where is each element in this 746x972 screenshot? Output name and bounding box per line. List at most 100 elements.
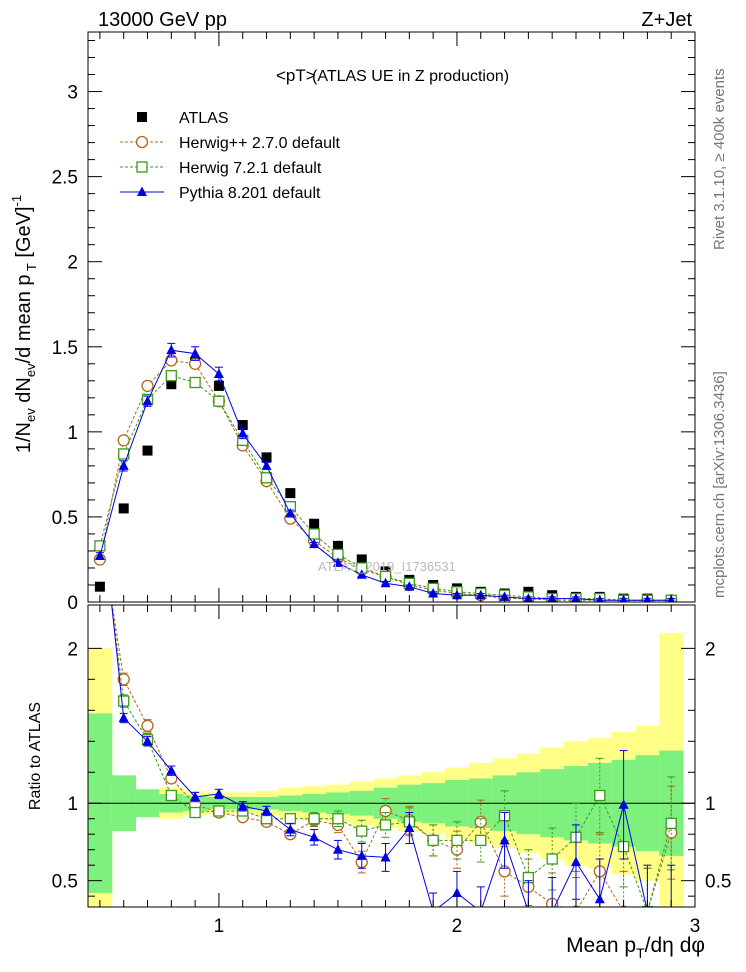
- main-panel: 0 0.5 1 1.5 2 2.5 3 <pT> (ATLAS UE in Z produc…: [9, 31, 696, 614]
- ratio-point: [665, 817, 677, 830]
- ratio-point: [546, 853, 558, 865]
- data-point: [166, 344, 177, 355]
- ratio-point: [379, 819, 392, 831]
- data-point: [94, 581, 105, 592]
- data-point: [237, 428, 248, 438]
- data-point: [118, 460, 129, 470]
- data-point: [141, 379, 154, 393]
- ratio-point: [432, 906, 434, 907]
- data-point: [380, 577, 391, 588]
- ratio-y-label: Ratio to ATLAS: [27, 702, 44, 810]
- ratio-point: [142, 735, 153, 746]
- ratio-point: [427, 834, 439, 847]
- legend-label: Herwig 7.2.1 default: [179, 160, 322, 177]
- ratio-point: [451, 887, 462, 898]
- legend-marker: [135, 135, 149, 149]
- data-point: [213, 395, 225, 407]
- ratio-point: [499, 834, 510, 845]
- data-point: [261, 452, 272, 463]
- data-point: [260, 472, 273, 484]
- ratio-point: [118, 695, 130, 707]
- legend-marker: [137, 112, 147, 122]
- svg-text:Mean pT/dη dφ: Mean pT/dη dφ: [566, 934, 705, 961]
- legend-item: Herwig 7.2.1 default: [120, 160, 322, 177]
- main-subtitle: (ATLAS UE in Z production): [312, 68, 509, 85]
- legend-label: Herwig++ 2.7.0 default: [179, 135, 341, 152]
- data-point: [189, 376, 201, 389]
- ratio-plot-marks: [88, 488, 695, 907]
- main-plot-axes: 0 0.5 1 1.5 2 2.5 3: [52, 32, 696, 614]
- data-point: [475, 589, 486, 600]
- data-point: [213, 380, 224, 391]
- data-point: [285, 488, 296, 499]
- ratio-point: [570, 856, 581, 867]
- ratio-point: [95, 488, 105, 498]
- ratio-point: [670, 906, 672, 907]
- ratio-point: [480, 906, 482, 907]
- ratio-point: [190, 791, 201, 802]
- y-tick-label: 2: [67, 253, 78, 274]
- data-point: [356, 554, 367, 565]
- ratio-point: [404, 822, 415, 833]
- ratio-point: [646, 906, 648, 907]
- data-point: [213, 368, 224, 378]
- ratio-point: [571, 905, 581, 907]
- y-tick-label: 1.5: [52, 338, 78, 359]
- x-tick-label: 1: [214, 916, 225, 937]
- data-point: [309, 518, 320, 529]
- ratio-point: [141, 719, 154, 732]
- ratio-point: [451, 834, 463, 847]
- ratio-point: [356, 850, 367, 860]
- ratio-point: [619, 905, 628, 907]
- data-point: [237, 420, 248, 431]
- ratio-point: [94, 519, 105, 530]
- ratio-point: [594, 893, 605, 904]
- ratio-point: [261, 805, 272, 815]
- ratio-point: [332, 813, 344, 825]
- data-point: [309, 538, 320, 549]
- ratio-y-tick-label: 1: [67, 794, 78, 815]
- y-tick-label: 0: [67, 593, 78, 614]
- ratio-point: [213, 805, 225, 817]
- ratio-point: [309, 831, 320, 842]
- x-axis-label: Mean pT/dη dφ: [566, 934, 705, 961]
- data-point: [118, 448, 130, 460]
- ratio-point: [95, 504, 105, 514]
- data-point: [332, 557, 343, 567]
- ratio-point: [213, 788, 224, 798]
- legend-marker: [137, 186, 147, 196]
- y-tick-label: 0.5: [52, 508, 78, 529]
- ratio-point: [475, 834, 487, 847]
- ratio-point: [643, 905, 652, 907]
- ratio-point: [551, 906, 553, 907]
- legend-marker: [136, 161, 148, 173]
- data-point: [142, 445, 153, 456]
- data-point: [308, 528, 320, 540]
- y-tick-label: 2.5: [52, 168, 78, 189]
- ratio-plot-frame: [87, 604, 696, 908]
- ratio-panel: 0.5 0.5 1 1 2 2 1 2 3 Ratio to ATLAS Mean pT/dη …: [27, 488, 731, 961]
- process-label: Z+Jet: [641, 9, 692, 31]
- legend-label: Pythia 8.201 default: [179, 185, 321, 202]
- ratio-y-tick-label: 2: [67, 639, 78, 660]
- source-label: mcplots.cern.ch [arXiv:1306.3436]: [711, 371, 728, 598]
- ratio-point: [474, 815, 487, 828]
- data-point: [94, 550, 105, 561]
- ratio-point: [165, 789, 177, 802]
- ratio-point: [285, 824, 296, 834]
- ratio-point: [618, 799, 629, 809]
- data-point: [285, 508, 296, 518]
- legend-item: Herwig++ 2.7.0 default: [120, 135, 341, 152]
- legend: ATLAS Herwig++ 2.7.0 default Herwig 7.2.1 …: [120, 110, 341, 202]
- ratio-y-tick-label: 0.5: [52, 872, 78, 893]
- main-plot-frame: [87, 31, 696, 603]
- x-tick-label: 3: [690, 916, 701, 937]
- data-point: [165, 370, 177, 382]
- watermark: ATLAS_2019_I1736531: [318, 559, 456, 574]
- data-point: [404, 581, 415, 591]
- legend-label: ATLAS: [179, 110, 229, 127]
- ratio-point: [166, 765, 177, 775]
- ratio-y-tick-label-right: 0.5: [705, 872, 731, 893]
- y-tick-label: 3: [67, 83, 78, 104]
